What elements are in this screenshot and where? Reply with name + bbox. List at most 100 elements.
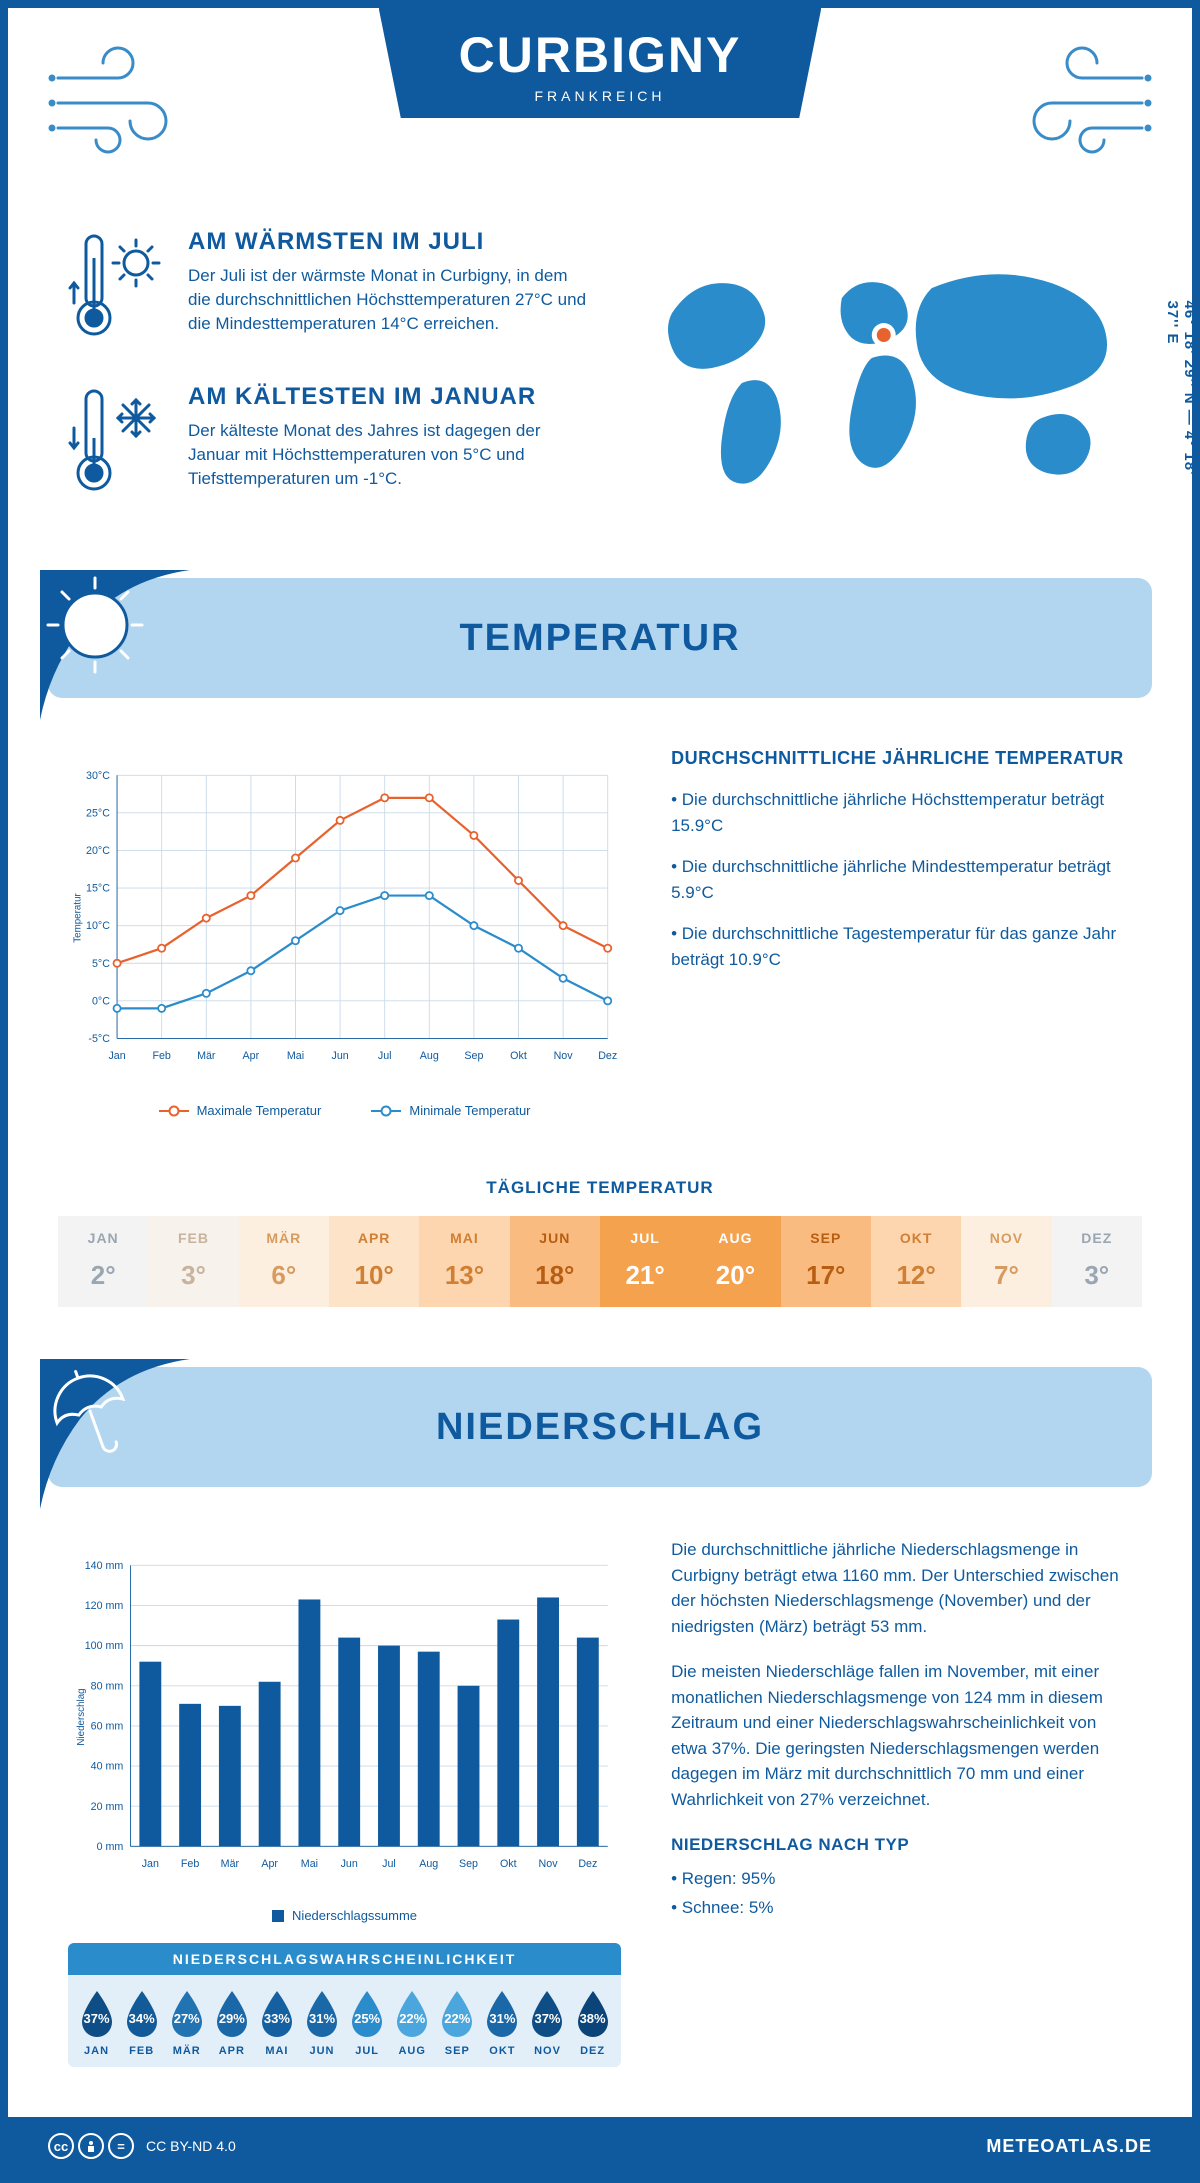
license-text: CC BY-ND 4.0 (146, 2138, 236, 2154)
svg-text:120 mm: 120 mm (85, 1600, 124, 1612)
svg-text:Nov: Nov (554, 1050, 574, 1062)
fact-coldest-text: Der kälteste Monat des Jahres ist dagege… (188, 419, 592, 490)
svg-text:20°C: 20°C (86, 845, 110, 857)
intro-section: AM WÄRMSTEN IM JULI Der Juli ist der wär… (8, 208, 1192, 578)
cc-icon: cc (48, 2133, 74, 2159)
sun-icon (40, 570, 190, 720)
svg-text:Jul: Jul (382, 1858, 396, 1870)
probability-row: 37% JAN 34% FEB 27% MÄR 29% APR 33% MAI (68, 1975, 621, 2067)
daily-temp-cell: JUN18° (510, 1216, 600, 1307)
probability-cell: 38% DEZ (570, 1989, 615, 2057)
by-icon (78, 2133, 104, 2159)
svg-text:Dez: Dez (578, 1858, 597, 1870)
temperature-line-chart: -5°C0°C5°C10°C15°C20°C25°C30°CJanFebMärA… (68, 748, 621, 1118)
probability-cell: 27% MÄR (164, 1989, 209, 2057)
probability-cell: 22% SEP (435, 1989, 480, 2057)
svg-text:140 mm: 140 mm (85, 1560, 124, 1572)
cc-icons: cc = (48, 2133, 134, 2159)
umbrella-icon (40, 1359, 190, 1509)
probability-cell: 31% OKT (480, 1989, 525, 2057)
daily-temp-cell: MAI13° (419, 1216, 509, 1307)
svg-text:20 mm: 20 mm (91, 1801, 124, 1813)
svg-text:Apr: Apr (243, 1050, 260, 1062)
daily-temp-heading: TÄGLICHE TEMPERATUR (8, 1178, 1192, 1198)
svg-text:0 mm: 0 mm (97, 1841, 124, 1853)
daily-temp-cell: APR10° (329, 1216, 419, 1307)
svg-text:80 mm: 80 mm (91, 1680, 124, 1692)
daily-temp-cell: NOV7° (961, 1216, 1051, 1307)
daily-temp-row: JAN2°FEB3°MÄR6°APR10°MAI13°JUN18°JUL21°A… (58, 1216, 1142, 1307)
probability-cell: 33% MAI (254, 1989, 299, 2057)
svg-text:Nov: Nov (539, 1858, 559, 1870)
thermometer-snow-icon (68, 383, 168, 508)
svg-text:15°C: 15°C (86, 883, 110, 895)
svg-text:Feb: Feb (152, 1050, 170, 1062)
precipitation-heading: NIEDERSCHLAG (436, 1406, 764, 1449)
site-name: METEOATLAS.DE (986, 2136, 1152, 2157)
fact-warmest-text: Der Juli ist der wärmste Monat in Curbig… (188, 264, 592, 335)
svg-text:Apr: Apr (261, 1858, 278, 1870)
nd-icon: = (108, 2133, 134, 2159)
wind-icon (48, 38, 188, 163)
fact-coldest: AM KÄLTESTEN IM JANUAR Der kälteste Mona… (68, 383, 592, 508)
probability-cell: 34% FEB (119, 1989, 164, 2057)
footer: cc = CC BY-ND 4.0 METEOATLAS.DE (8, 2117, 1192, 2175)
svg-text:-5°C: -5°C (88, 1033, 110, 1045)
svg-text:Aug: Aug (419, 1858, 438, 1870)
wind-icon (1012, 38, 1152, 163)
svg-text:5°C: 5°C (92, 958, 110, 970)
svg-text:10°C: 10°C (86, 920, 110, 932)
thermometer-sun-icon (68, 228, 168, 353)
svg-text:Aug: Aug (420, 1050, 439, 1062)
probability-heading: NIEDERSCHLAGSWAHRSCHEINLICHKEIT (68, 1943, 621, 1975)
svg-text:Mai: Mai (287, 1050, 304, 1062)
fact-warmest-title: AM WÄRMSTEN IM JULI (188, 228, 592, 256)
svg-text:Niederschlag: Niederschlag (76, 1688, 87, 1745)
daily-temp-cell: AUG20° (690, 1216, 780, 1307)
precipitation-banner: NIEDERSCHLAG (48, 1367, 1152, 1487)
daily-temp-cell: SEP17° (781, 1216, 871, 1307)
svg-text:Mai: Mai (301, 1858, 318, 1870)
svg-text:40 mm: 40 mm (91, 1761, 124, 1773)
svg-text:Okt: Okt (500, 1858, 517, 1870)
daily-temp-cell: JUL21° (600, 1216, 690, 1307)
svg-text:Jan: Jan (142, 1858, 159, 1870)
svg-text:Sep: Sep (464, 1050, 483, 1062)
svg-text:Okt: Okt (510, 1050, 527, 1062)
svg-text:Temperatur: Temperatur (72, 892, 83, 942)
svg-text:Dez: Dez (598, 1050, 617, 1062)
svg-text:Mär: Mär (197, 1050, 216, 1062)
probability-cell: 31% JUN (299, 1989, 344, 2057)
svg-text:100 mm: 100 mm (85, 1640, 124, 1652)
fact-warmest: AM WÄRMSTEN IM JULI Der Juli ist der wär… (68, 228, 592, 353)
legend-max: Maximale Temperatur (159, 1103, 322, 1118)
svg-text:30°C: 30°C (86, 770, 110, 782)
svg-text:60 mm: 60 mm (91, 1720, 124, 1732)
fact-coldest-title: AM KÄLTESTEN IM JANUAR (188, 383, 592, 411)
legend-min: Minimale Temperatur (371, 1103, 530, 1118)
svg-text:Sep: Sep (459, 1858, 478, 1870)
daily-temp-cell: JAN2° (58, 1216, 148, 1307)
daily-temp-cell: OKT12° (871, 1216, 961, 1307)
probability-cell: 37% NOV (525, 1989, 570, 2057)
probability-cell: 25% JUL (345, 1989, 390, 2057)
header: CURBIGNY FRANKREICH (8, 8, 1192, 208)
svg-text:0°C: 0°C (92, 995, 110, 1007)
page-title: CURBIGNY (459, 26, 742, 84)
precipitation-summary: Die durchschnittliche jährliche Niedersc… (671, 1537, 1132, 2067)
page-subtitle: FRANKREICH (459, 88, 742, 104)
world-map (632, 228, 1132, 538)
svg-text:Jun: Jun (331, 1050, 348, 1062)
svg-text:Jun: Jun (341, 1858, 358, 1870)
bar-legend: Niederschlagssumme (68, 1908, 621, 1923)
svg-text:Jul: Jul (378, 1050, 392, 1062)
probability-cell: 22% AUG (390, 1989, 435, 2057)
temperature-heading: TEMPERATUR (459, 617, 740, 660)
probability-cell: 29% APR (209, 1989, 254, 2057)
coordinates: 46° 18' 29'' N — 4° 18' 37'' E (1164, 301, 1198, 486)
temperature-summary: DURCHSCHNITTLICHE JÄHRLICHE TEMPERATUR •… (671, 748, 1132, 1118)
precipitation-bar-chart: 0 mm 20 mm 40 mm 60 mm 80 mm 100 mm 120 mm 140 … (68, 1537, 621, 1923)
daily-temp-cell: FEB3° (148, 1216, 238, 1307)
svg-text:Mär: Mär (221, 1858, 240, 1870)
temperature-banner: TEMPERATUR (48, 578, 1152, 698)
